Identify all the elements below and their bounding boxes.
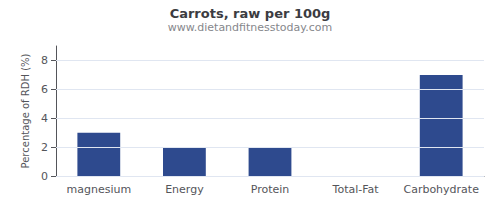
svg-text:0: 0 [41, 170, 48, 183]
svg-text:Protein: Protein [251, 183, 290, 196]
svg-text:6: 6 [41, 83, 48, 96]
svg-text:Carrots, raw per 100g: Carrots, raw per 100g [170, 6, 331, 21]
svg-text:www.dietandfitnesstoday.com: www.dietandfitnesstoday.com [168, 21, 332, 34]
svg-text:2: 2 [41, 141, 48, 154]
svg-text:Total-Fat: Total-Fat [332, 183, 380, 196]
svg-text:magnesium: magnesium [66, 183, 131, 196]
svg-text:4: 4 [41, 112, 48, 125]
svg-text:Carbohydrate: Carbohydrate [403, 183, 479, 196]
svg-text:Percentage of RDH (%): Percentage of RDH (%) [20, 53, 31, 168]
svg-text:Energy: Energy [165, 183, 204, 196]
svg-text:8: 8 [41, 54, 48, 67]
